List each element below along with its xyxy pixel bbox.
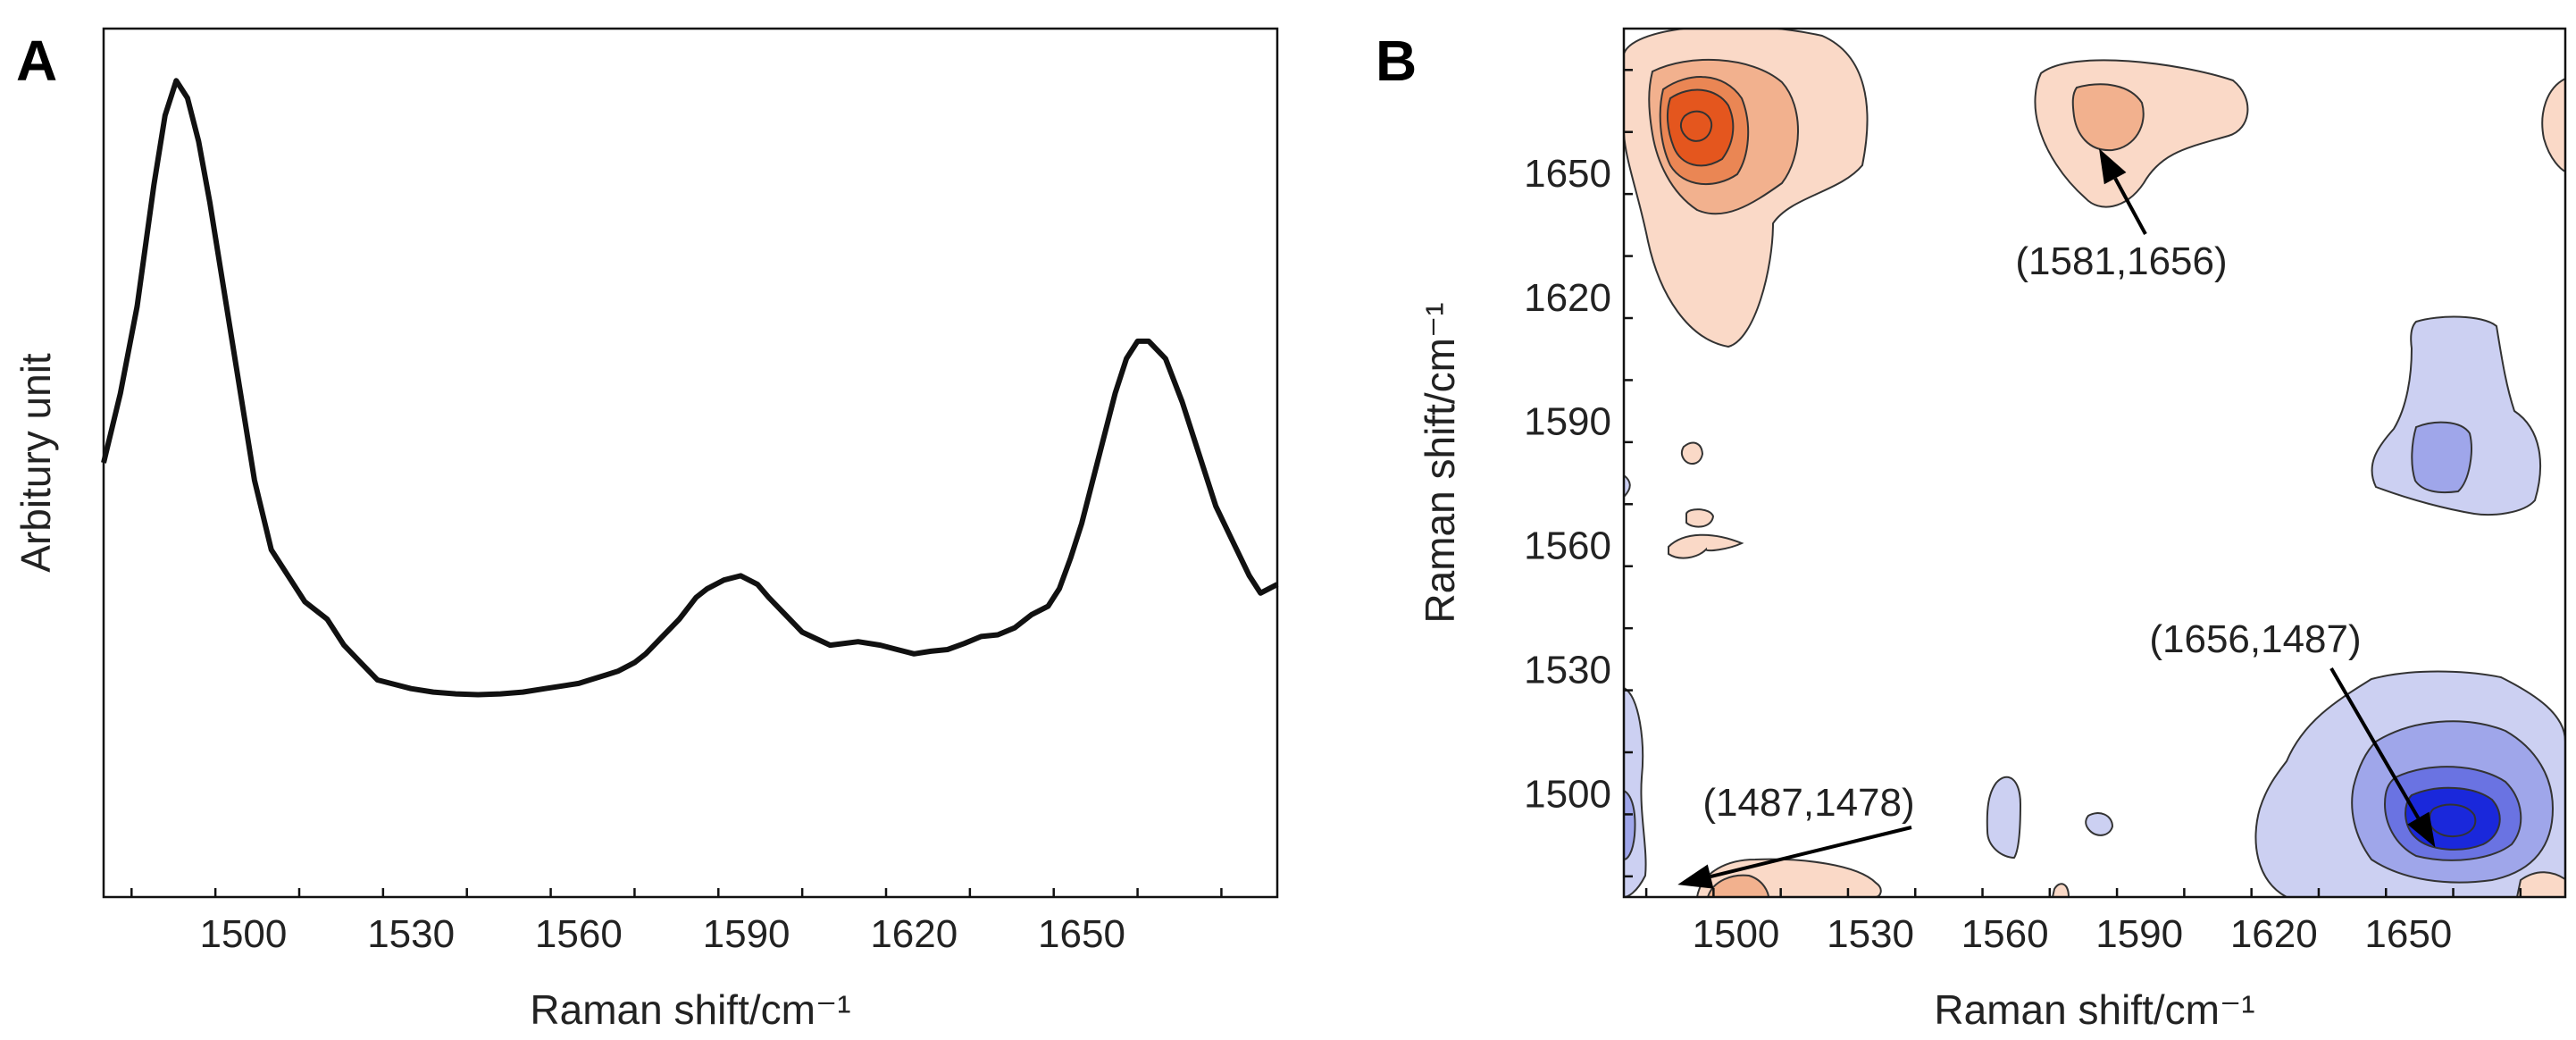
annotation-arrow-head	[1677, 864, 1714, 889]
y-tick-label-b: 1560	[1524, 524, 1611, 568]
contour-positive-spot	[2051, 883, 2070, 897]
contour-negative-peak-1656-1487	[2254, 670, 2565, 897]
x-tick-label-a: 1620	[870, 912, 958, 956]
contour-positive-peak-1490-1655	[1624, 29, 1869, 348]
contour-negative-edge-left	[1624, 686, 1647, 897]
y-axis-title-b: Raman shift/cm⁻¹	[1417, 302, 1463, 623]
x-tick-label-b: 1620	[2230, 912, 2318, 956]
plot-frame-b	[1622, 27, 2567, 899]
contour-positive-edge-top-right	[2541, 77, 2565, 173]
y-tick-label-b: 1650	[1524, 152, 1611, 196]
x-tick-label-b: 1560	[1961, 912, 2049, 956]
panel-label-a: A	[16, 29, 57, 93]
x-tick-label-a: 1590	[703, 912, 790, 956]
contour-positive-spot	[2515, 871, 2565, 897]
x-axis-title-a: Raman shift/cm⁻¹	[530, 986, 850, 1033]
y-tick-label-b: 1500	[1524, 772, 1611, 816]
panel-b: B	[1376, 27, 2567, 1033]
x-tick-label-a: 1500	[199, 912, 287, 956]
x-tick-label-a: 1560	[535, 912, 623, 956]
panel-a: A 1500 1530 1560 1590 1620 1650 Raman shift/c…	[13, 27, 1279, 1033]
axes-b: 1500 1530 1560 1590 1620 1650 1500 1530 1560 1590…	[1524, 69, 2522, 956]
annotation-1656-1487: (1656,1487)	[2149, 617, 2361, 661]
x-tick-label-b: 1650	[2364, 912, 2452, 956]
annotation-arrow-line	[2329, 667, 2421, 819]
y-tick-label-b: 1620	[1524, 276, 1611, 320]
contour-positive-peak-1581-1656	[2034, 59, 2249, 208]
contour-negative-peak-1657-1578	[2371, 315, 2541, 516]
x-tick-label-b: 1500	[1693, 912, 1780, 956]
panel-label-b: B	[1376, 29, 1417, 93]
contour-positive-spot	[1668, 533, 1744, 559]
annotation-1581-1656: (1581,1656)	[2015, 239, 2227, 283]
annotation-arrow-head	[2099, 148, 2127, 185]
x-tick-label-a: 1530	[367, 912, 455, 956]
y-tick-label-b: 1590	[1524, 400, 1611, 444]
annotation-1487-1478: (1487,1478)	[1702, 781, 1914, 825]
y-axis-title-a: Arbitury unit	[13, 353, 59, 573]
contour-negative-spot	[1986, 776, 2022, 860]
x-tick-label-b: 1590	[2095, 912, 2183, 956]
annotation-arrow-head	[2407, 811, 2436, 848]
annotation-arrow-line	[2113, 177, 2147, 235]
spectrum-line	[101, 78, 1279, 698]
x-axis-title-b: Raman shift/cm⁻¹	[1934, 986, 2254, 1033]
y-tick-label-b: 1530	[1524, 648, 1611, 692]
contour-negative-spot	[2085, 812, 2114, 836]
plot-frame-a	[102, 27, 1279, 899]
contour-positive-spot	[1685, 508, 1715, 528]
x-axis-a: 1500 1530 1560 1590 1620 1650	[130, 888, 1223, 956]
annotation-arrow-line	[1710, 826, 1912, 879]
contour-positive-spot	[1680, 441, 1704, 465]
x-tick-label-b: 1530	[1827, 912, 1914, 956]
x-tick-label-a: 1650	[1038, 912, 1125, 956]
